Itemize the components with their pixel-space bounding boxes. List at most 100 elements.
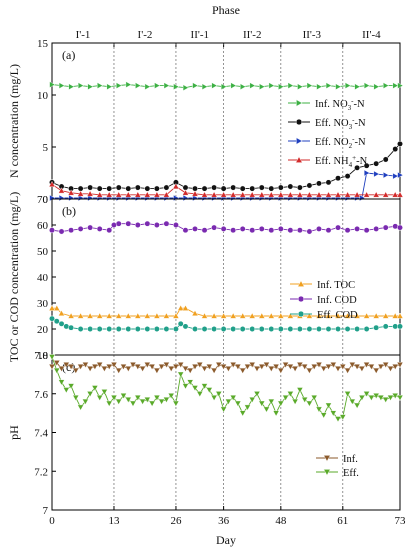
- data-point: [363, 391, 370, 398]
- data-point: [364, 169, 371, 177]
- data-point: [325, 82, 332, 89]
- data-point: [201, 227, 208, 234]
- data-point: [125, 81, 132, 88]
- data-point: [134, 326, 141, 332]
- data-point: [68, 227, 75, 234]
- legend-marker: [296, 99, 303, 107]
- data-point: [205, 364, 213, 371]
- phase-dividers: [113, 43, 344, 510]
- data-point: [77, 312, 84, 319]
- data-point: [277, 312, 285, 319]
- data-point: [334, 191, 342, 198]
- legend: Inf. TOC Inf. COD Eff. COD: [290, 280, 358, 321]
- data-point: [134, 184, 141, 191]
- data-point: [96, 312, 104, 319]
- data-point: [363, 162, 370, 169]
- data-point: [354, 83, 361, 91]
- data-point: [320, 412, 328, 419]
- y-tick-label: 7.2: [34, 466, 48, 478]
- series-line: [52, 307, 400, 317]
- data-point: [67, 383, 75, 390]
- data-point: [215, 362, 223, 369]
- data-point: [382, 323, 389, 330]
- data-point: [163, 312, 170, 319]
- data-point: [339, 364, 347, 371]
- legend-marker: [296, 137, 303, 145]
- data-point: [248, 397, 256, 404]
- data-point: [167, 366, 175, 373]
- data-point: [363, 326, 370, 332]
- data-point: [373, 83, 380, 91]
- data-point: [153, 185, 160, 192]
- data-point: [296, 387, 304, 394]
- data-point: [101, 366, 108, 373]
- data-point: [106, 83, 113, 91]
- data-point: [225, 398, 232, 405]
- data-point: [210, 367, 218, 374]
- data-point: [315, 362, 323, 369]
- data-point: [105, 400, 113, 407]
- y-tick-label: 70: [37, 194, 49, 206]
- data-point: [391, 393, 399, 400]
- data-point: [315, 406, 323, 413]
- data-point: [115, 326, 122, 332]
- data-point: [363, 362, 370, 369]
- legend: Inf. Eff.: [316, 454, 359, 479]
- data-point: [240, 83, 247, 91]
- data-point: [210, 191, 218, 198]
- data-point: [182, 189, 189, 196]
- data-point: [154, 82, 161, 89]
- data-point: [239, 367, 247, 374]
- data-point: [172, 400, 180, 407]
- data-point: [310, 395, 318, 402]
- data-point: [182, 304, 189, 311]
- data-point: [373, 324, 380, 331]
- data-point: [143, 312, 151, 319]
- data-point: [182, 194, 189, 202]
- data-point: [268, 185, 275, 192]
- y-tick-label: 7.4: [34, 428, 48, 440]
- data-point: [210, 312, 218, 319]
- legend-marker: [295, 118, 303, 126]
- data-point: [105, 191, 113, 198]
- data-point: [182, 366, 189, 373]
- legend-marker: [297, 295, 305, 303]
- data-point: [268, 227, 275, 234]
- data-point: [96, 225, 103, 232]
- data-point: [344, 391, 351, 398]
- data-point: [396, 191, 404, 198]
- y-tick-label: 50: [37, 246, 49, 258]
- data-point: [68, 194, 75, 202]
- data-point: [306, 326, 313, 332]
- data-point: [173, 83, 180, 91]
- data-point: [144, 185, 151, 192]
- phase-label: II'-4: [362, 29, 381, 41]
- data-point: [344, 173, 351, 180]
- data-point: [316, 83, 323, 91]
- data-point: [115, 398, 123, 405]
- data-point: [201, 185, 208, 192]
- data-point: [258, 326, 265, 332]
- data-point: [239, 225, 246, 232]
- data-point: [282, 362, 289, 369]
- data-point: [86, 312, 94, 319]
- x-axis: 0 13 26 36 48 61 73: [49, 506, 406, 527]
- data-point: [62, 387, 70, 394]
- data-point: [353, 191, 361, 198]
- data-point: [191, 190, 199, 197]
- data-point: [192, 326, 198, 332]
- data-point: [201, 383, 208, 390]
- data-point: [382, 224, 389, 231]
- data-point: [345, 82, 352, 89]
- data-point: [148, 400, 156, 407]
- data-point: [335, 175, 341, 182]
- data-point: [249, 82, 256, 89]
- data-point: [334, 366, 342, 373]
- data-point: [287, 82, 294, 89]
- data-point: [125, 185, 132, 192]
- data-point: [348, 362, 356, 369]
- y-tick-label: 7.6: [34, 389, 48, 401]
- y-tick-label: 7.8: [34, 350, 48, 362]
- data-point: [106, 185, 113, 192]
- panel-2: 10 20 30 40 50 60 70 TOC or COD concentration (…: [7, 192, 404, 362]
